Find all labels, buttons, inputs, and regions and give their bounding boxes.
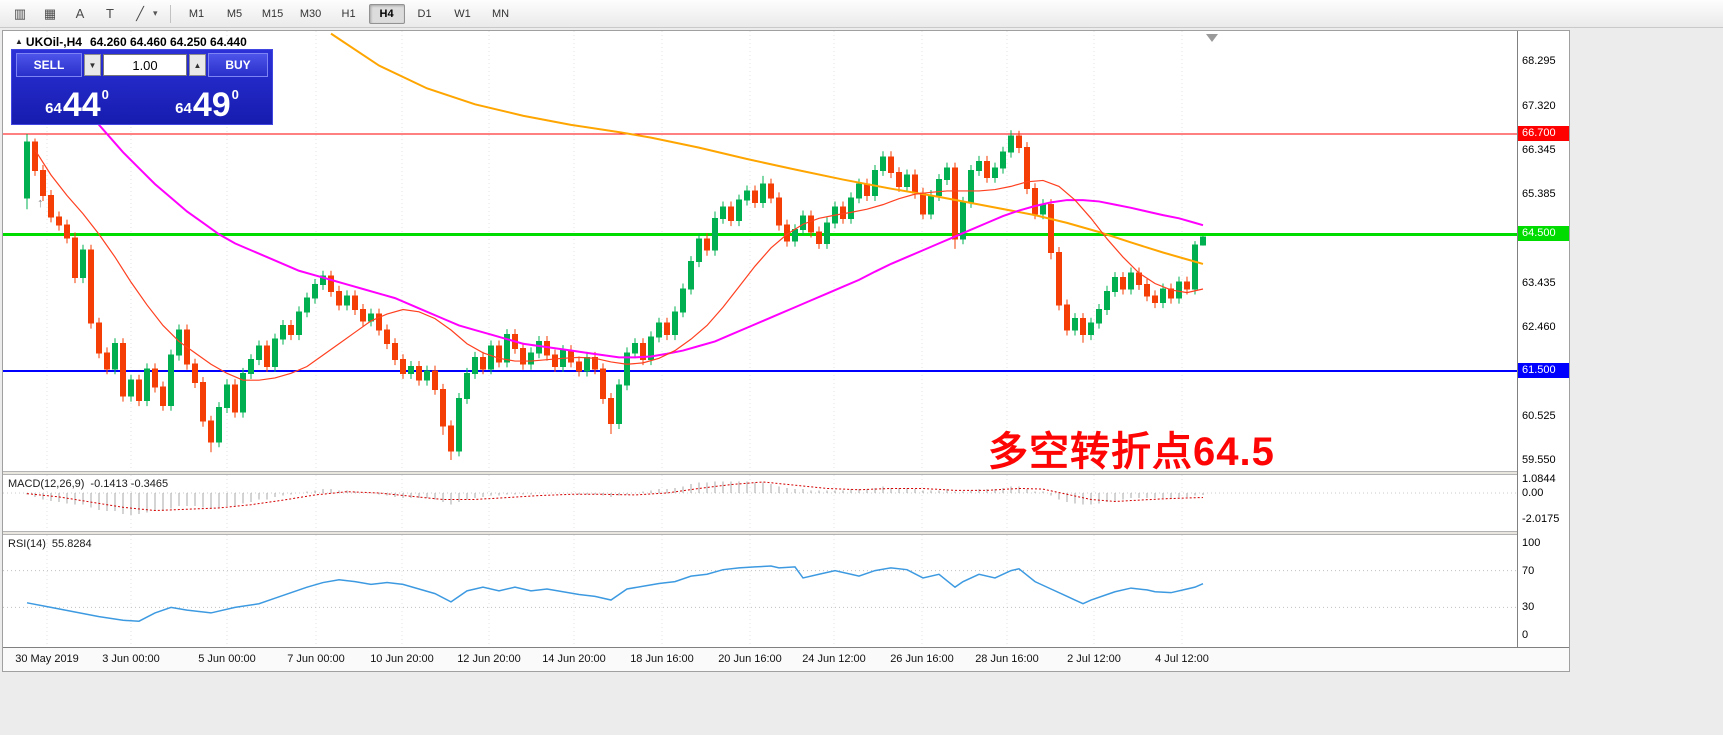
panel-splitter[interactable] (3, 471, 1569, 475)
rsi-line (26, 565, 1204, 622)
time-axis-label: 30 May 2019 (15, 653, 79, 665)
macd-axis-label: -2.0175 (1522, 513, 1560, 526)
grid-lines (46, 535, 1183, 647)
time-axis-label: 24 Jun 12:00 (802, 653, 866, 665)
rsi-axis-label: 70 (1522, 564, 1535, 577)
volume-decrease-button[interactable]: ▼ (84, 54, 101, 76)
time-axis-label: 18 Jun 16:00 (630, 653, 694, 665)
ohlc-readout: 64.260 64.460 64.250 64.440 (89, 35, 247, 49)
timeframe-m15-button[interactable]: M15 (261, 7, 284, 20)
chart-shift-marker-icon[interactable] (1206, 34, 1218, 42)
buy-button[interactable]: BUY (208, 53, 268, 77)
sell-price-pips: 44 (62, 86, 101, 125)
time-axis-label: 14 Jun 20:00 (542, 653, 606, 665)
price-axis-label: 60.525 (1522, 409, 1556, 422)
ma-medium-magenta-line (74, 94, 1204, 359)
time-axis-label: 5 Jun 00:00 (198, 653, 256, 665)
time-axis-label: 3 Jun 00:00 (102, 653, 160, 665)
ma-slow-orange-line (330, 32, 1204, 265)
buy-price-display[interactable]: 64 49 0 (142, 79, 272, 125)
price-level-flag: 66.700 (1518, 125, 1569, 141)
buy-price-pipette: 0 (231, 87, 239, 102)
annotation-text[interactable]: 多空转折点64.5 (988, 430, 1275, 474)
horizontal-level-lines[interactable] (3, 133, 1517, 373)
rsi-axis-label: 100 (1522, 537, 1541, 549)
price-axis-label: 68.295 (1522, 55, 1556, 68)
volume-increase-button[interactable]: ▲ (189, 54, 206, 76)
timeframe-h4-button[interactable]: H4 (368, 3, 405, 24)
timeframe-mn-button[interactable]: MN (491, 7, 510, 20)
line-style-icon[interactable]: ╱ (136, 5, 144, 21)
price-axis-label: 66.345 (1522, 144, 1556, 157)
timeframe-m5-button[interactable]: M5 (226, 7, 243, 20)
price-axis-label: 67.320 (1522, 99, 1556, 112)
timeframe-h1-button[interactable]: H1 (341, 7, 356, 20)
chevron-down-icon[interactable]: ▾ (153, 8, 158, 18)
panel-splitter[interactable] (3, 531, 1569, 535)
rsi-title: RSI(14) (8, 538, 46, 550)
toolbar-icons: ▥ ▦ A T ╱ (6, 2, 156, 26)
one-click-trade-panel: SELL ▼ ▲ BUY 64 44 0 64 49 0 (11, 49, 273, 125)
time-axis-label: 28 Jun 16:00 (975, 653, 1039, 665)
sell-price-display[interactable]: 64 44 0 (12, 79, 142, 125)
price-axis-label: 59.550 (1522, 453, 1556, 466)
time-axis-label: 12 Jun 20:00 (457, 653, 521, 665)
price-level-flag: 61.500 (1518, 363, 1569, 379)
rsi-value: 55.8284 (51, 538, 92, 550)
volume-input[interactable] (103, 54, 187, 76)
macd-axis-label: 0.00 (1522, 487, 1544, 499)
time-axis-label: 2 Jul 12:00 (1067, 653, 1121, 665)
rsi-axis-label: 30 (1522, 601, 1535, 614)
macd-histogram (26, 481, 1204, 516)
text-label-icon[interactable]: T (106, 6, 114, 21)
chart-title: ▲ UKOil-,H4 64.260 64.460 64.250 64.440 (15, 35, 247, 49)
buy-price-pips: 49 (192, 86, 231, 125)
time-axis-label: 4 Jul 12:00 (1155, 653, 1209, 665)
grid-lines (46, 31, 1183, 471)
grid-icon[interactable]: ▦ (43, 5, 57, 21)
price-level-flag: 64.500 (1518, 226, 1569, 242)
time-axis-label: 20 Jun 16:00 (718, 653, 782, 665)
time-axis[interactable]: 30 May 2019 3 Jun 00:00 5 Jun 00:00 7 Jun 0… (3, 647, 1569, 671)
price-axis-label: 65.385 (1522, 187, 1556, 200)
macd-signal-line (26, 481, 1204, 512)
buy-price-int: 64 (175, 100, 192, 117)
sell-price-int: 64 (45, 100, 62, 117)
rsi-canvas[interactable] (3, 535, 1517, 647)
candlestick-series (24, 130, 1206, 460)
price-axis-label: 62.460 (1522, 321, 1556, 334)
symbol-period-label: UKOil-,H4 (25, 35, 82, 49)
rsi-label: RSI(14) 55.8284 (8, 538, 92, 550)
sell-button[interactable]: SELL (16, 53, 82, 77)
timeframe-buttons: M1 M5 M15 M30 H1 H4 D1 W1 MN (179, 3, 521, 24)
price-axis[interactable]: 68.295 67.320 66.345 65.385 63.435 62.460 60.5… (1517, 31, 1569, 647)
time-axis-label: 26 Jun 16:00 (890, 653, 954, 665)
price-axis-label: 63.435 (1522, 276, 1556, 289)
chart-type-icon[interactable]: ▥ (13, 5, 27, 21)
toolbar-separator (169, 4, 171, 23)
macd-values: -0.1413 -0.3465 (90, 478, 169, 490)
macd-label: MACD(12,26,9) -0.1413 -0.3465 (8, 478, 168, 490)
timeframe-d1-button[interactable]: D1 (417, 7, 432, 20)
grid-lines (46, 475, 1183, 531)
trade-arrow-marker-icon: ↑ (37, 195, 44, 210)
sell-price-pipette: 0 (101, 87, 109, 102)
macd-title: MACD(12,26,9) (8, 478, 85, 490)
timeframe-m1-button[interactable]: M1 (188, 7, 205, 20)
price-chart-canvas[interactable] (3, 31, 1517, 471)
macd-axis-label: 1.0844 (1522, 472, 1556, 485)
time-axis-label: 10 Jun 20:00 (370, 653, 434, 665)
toolbar: ▥ ▦ A T ╱ ▾ M1 M5 M15 M30 H1 H4 D1 W1 MN (0, 0, 1723, 28)
macd-canvas[interactable] (3, 475, 1517, 531)
symbol-marker-icon: ▲ (15, 37, 23, 46)
timeframe-m30-button[interactable]: M30 (299, 7, 322, 20)
font-icon[interactable]: A (75, 6, 85, 21)
timeframe-w1-button[interactable]: W1 (454, 7, 471, 20)
ma-fast-red-line (34, 149, 1204, 381)
time-axis-label: 7 Jun 00:00 (287, 653, 345, 665)
rsi-axis-label: 0 (1522, 629, 1529, 641)
chart-window: ▲ UKOil-,H4 64.260 64.460 64.250 64.440 SE… (2, 30, 1570, 672)
